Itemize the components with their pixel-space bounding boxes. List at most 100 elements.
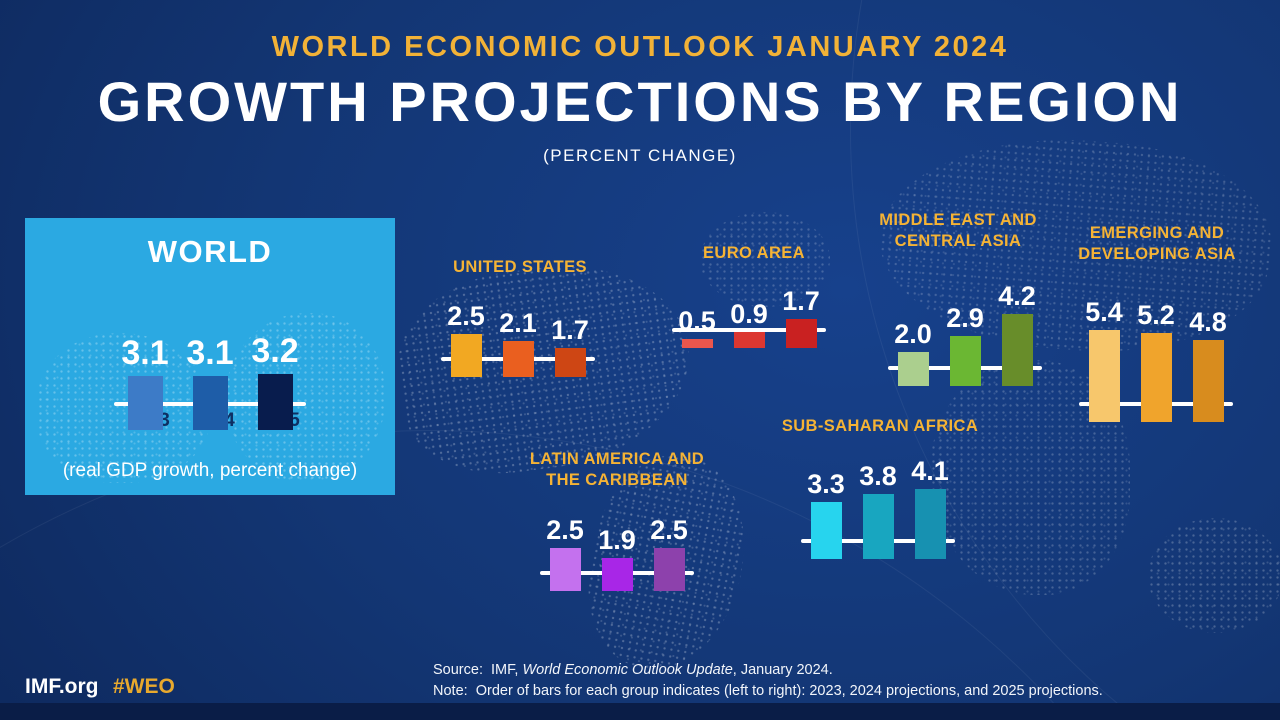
world-column-2025: 3.2 <box>251 334 299 430</box>
bar-2023 <box>897 351 929 386</box>
bar-column: 0.5 <box>678 308 716 348</box>
bar-column: 5.4 <box>1085 298 1123 422</box>
map-dots-europe <box>700 212 830 307</box>
axis-baseline <box>672 328 826 332</box>
bar-group: 3.3 3.8 4.1 <box>801 457 955 559</box>
bar-column: 3.3 <box>807 471 845 559</box>
bar-value: 1.7 <box>551 314 589 345</box>
bar-2023 <box>549 548 581 591</box>
bar-group: 2.5 2.1 1.7 <box>441 303 595 377</box>
page-title: GROWTH PROJECTIONS BY REGION <box>97 70 1183 133</box>
source-suffix: , January 2024. <box>732 662 833 678</box>
bar-value: 4.8 <box>1189 306 1227 337</box>
bar-2023 <box>450 334 482 377</box>
bar-column: 2.5 <box>546 517 584 591</box>
world-caption: (real GDP growth, percent change) <box>62 460 358 481</box>
bar-column: 4.8 <box>1189 308 1227 422</box>
world-title: WORLD <box>147 234 273 269</box>
bar-value: 0.5 <box>678 306 716 336</box>
world-bar-value-2025: 3.2 <box>251 332 299 371</box>
map-dots-australia <box>1148 518 1280 633</box>
weo-hashtag[interactable]: #WEO <box>113 675 175 698</box>
bar-column: 3.8 <box>859 462 897 559</box>
bar-column: 2.5 <box>650 517 688 591</box>
bar-2024 <box>601 558 633 591</box>
chart-euro-area: 0.5 0.9 1.7 2023 2024 2025 <box>672 287 826 351</box>
world-panel-map-dots-africa-eurasia <box>225 313 385 483</box>
bar-column: 4.1 <box>911 457 949 559</box>
bar-value: 3.8 <box>859 460 897 491</box>
bar-value: 1.7 <box>782 285 820 316</box>
world-bar-group: 3.1 3.1 3.2 <box>25 334 395 430</box>
note-line: Note: Order of bars for each group indic… <box>433 683 1103 699</box>
bottom-strip <box>0 703 1280 720</box>
eyebrow-title: WORLD ECONOMIC OUTLOOK JANUARY 2024 <box>271 31 1009 63</box>
bar-2023 <box>681 339 713 348</box>
bar-value: 5.4 <box>1085 296 1123 327</box>
bar-group: 2.5 1.9 2.5 <box>540 517 694 591</box>
bar-value: 4.2 <box>998 281 1036 312</box>
world-panel: WORLD 3.1 3.1 3.2 2023 2024 <box>25 218 395 495</box>
bar-2024 <box>1140 333 1172 422</box>
world-bar-value-2023: 3.1 <box>121 334 169 373</box>
bar-2025 <box>653 548 685 591</box>
bar-2025 <box>914 488 946 559</box>
bar-column: 2.1 <box>499 309 537 377</box>
chart-middle-east-central-asia: 2.0 2.9 4.2 2023 2024 2025 <box>888 283 1042 389</box>
bar-2023 <box>1088 329 1120 422</box>
source-prefix: Source: IMF, <box>433 662 523 678</box>
world-bar-2024 <box>192 376 228 430</box>
world-bar-2023 <box>127 376 163 430</box>
chart-title-sub-saharan-africa: SUB-SAHARAN AFRICA <box>781 417 979 435</box>
imf-org-link[interactable]: IMF.org <box>25 675 99 698</box>
bar-value: 1.9 <box>598 525 636 556</box>
bar-column: 0.9 <box>730 301 768 348</box>
bar-value: 3.3 <box>807 469 845 500</box>
bar-value: 4.1 <box>911 455 949 486</box>
bar-value: 2.1 <box>499 307 537 338</box>
bar-column: 4.2 <box>998 283 1036 386</box>
bar-value: 2.9 <box>946 303 984 334</box>
bar-2025 <box>1192 339 1224 422</box>
bar-2024 <box>733 332 765 348</box>
bar-value: 2.0 <box>894 318 932 349</box>
bar-group: 5.4 5.2 4.8 <box>1079 298 1233 422</box>
chart-title-latin-america-caribbean: LATIN AMERICA AND THE CARIBBEAN <box>529 450 705 490</box>
bar-group: 0.5 0.9 1.7 <box>672 287 826 348</box>
bar-2024 <box>502 340 534 377</box>
bar-2023 <box>810 502 842 559</box>
world-column-2023: 3.1 <box>121 336 169 430</box>
bar-column: 2.5 <box>447 303 485 377</box>
bar-column: 1.7 <box>782 287 820 348</box>
chart-title-middle-east-central-asia: MIDDLE EAST AND CENTRAL ASIA <box>879 211 1037 251</box>
bar-2025 <box>785 318 817 348</box>
world-bar-2025 <box>257 374 293 430</box>
page-subtitle: (PERCENT CHANGE) <box>543 146 737 165</box>
bar-column: 1.9 <box>598 527 636 591</box>
bar-value: 0.9 <box>730 299 768 330</box>
bar-2025 <box>554 347 586 377</box>
chart-sub-saharan-africa: 3.3 3.8 4.1 2023 2024 2025 <box>801 457 955 562</box>
bar-value: 5.2 <box>1137 300 1175 331</box>
chart-emerging-developing-asia: 5.4 5.2 4.8 2023 2024 2025 <box>1079 298 1233 425</box>
chart-latin-america-caribbean: 2.5 1.9 2.5 2023 2024 2025 <box>540 517 694 594</box>
source-line: Source: IMF, World Economic Outlook Upda… <box>433 662 833 678</box>
bar-2024 <box>949 336 981 386</box>
bar-column: 2.0 <box>894 320 932 386</box>
bar-column: 5.2 <box>1137 302 1175 422</box>
chart-united-states: 2.5 2.1 1.7 2023 2024 2025 <box>441 303 595 380</box>
world-chart: 3.1 3.1 3.2 2023 2024 2025 <box>25 334 395 432</box>
world-bar-value-2024: 3.1 <box>186 334 234 373</box>
chart-title-united-states: UNITED STATES <box>453 258 587 276</box>
bar-value: 2.5 <box>447 301 485 331</box>
bar-2024 <box>862 493 894 559</box>
world-column-2024: 3.1 <box>186 336 234 430</box>
bar-column: 2.9 <box>946 305 984 386</box>
bar-group: 2.0 2.9 4.2 <box>888 283 1042 386</box>
bar-value: 2.5 <box>546 515 584 545</box>
chart-title-emerging-developing-asia: EMERGING AND DEVELOPING ASIA <box>1078 224 1236 264</box>
chart-title-euro-area: EURO AREA <box>703 244 805 262</box>
bar-2025 <box>1001 314 1033 386</box>
bar-column: 1.7 <box>551 316 589 377</box>
